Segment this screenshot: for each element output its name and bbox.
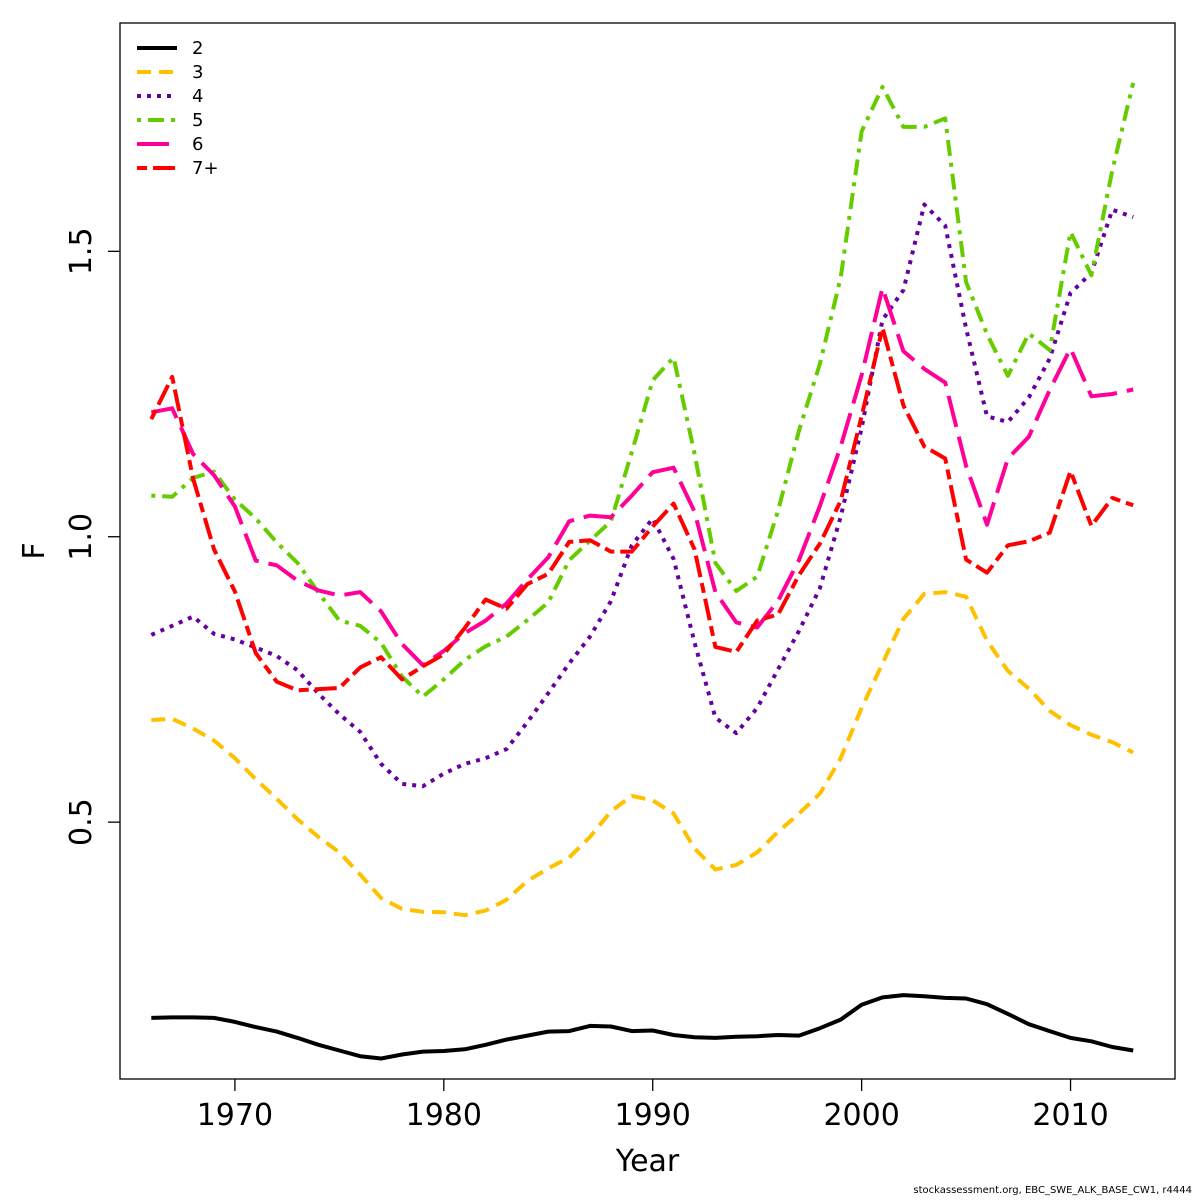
y-tick-label: 0.5: [64, 798, 99, 846]
y-tick-label: 1.5: [64, 227, 99, 275]
x-axis-label: Year: [615, 1144, 680, 1179]
series-line-7plus: [149, 325, 1134, 693]
series-line-4: [150, 202, 1134, 789]
x-tick-label: 1990: [615, 1098, 691, 1133]
legend-label: 5: [192, 110, 203, 131]
x-tick-label: 1970: [197, 1098, 273, 1133]
footer-caption: stockassessment.org, EBC_SWE_ALK_BASE_CW…: [913, 1185, 1192, 1196]
x-tick-label: 2010: [1032, 1098, 1108, 1133]
series-line-6: [150, 285, 1134, 668]
series-line-2: [151, 993, 1134, 1061]
legend-label: 2: [192, 38, 203, 59]
legend-label: 4: [192, 86, 203, 107]
x-tick-label: 2000: [823, 1098, 899, 1133]
series-line-3: [151, 590, 1135, 918]
y-tick-label: 1.0: [64, 513, 99, 561]
legend-label: 7+: [192, 158, 219, 179]
series-lines: [149, 82, 1136, 1061]
x-tick-label: 1980: [406, 1098, 482, 1133]
plot-frame: [119, 22, 1176, 1080]
series-line-5: [151, 82, 1136, 699]
legend-label: 6: [192, 134, 203, 155]
legend: 2 3 4 5 6 7+: [137, 38, 219, 179]
y-axis: 0.5 1.0 1.5: [64, 227, 120, 846]
x-axis: 1970 1980 1990 2000 2010: [197, 1079, 1109, 1133]
legend-label: 3: [192, 62, 203, 83]
y-axis-label: F: [17, 542, 52, 559]
